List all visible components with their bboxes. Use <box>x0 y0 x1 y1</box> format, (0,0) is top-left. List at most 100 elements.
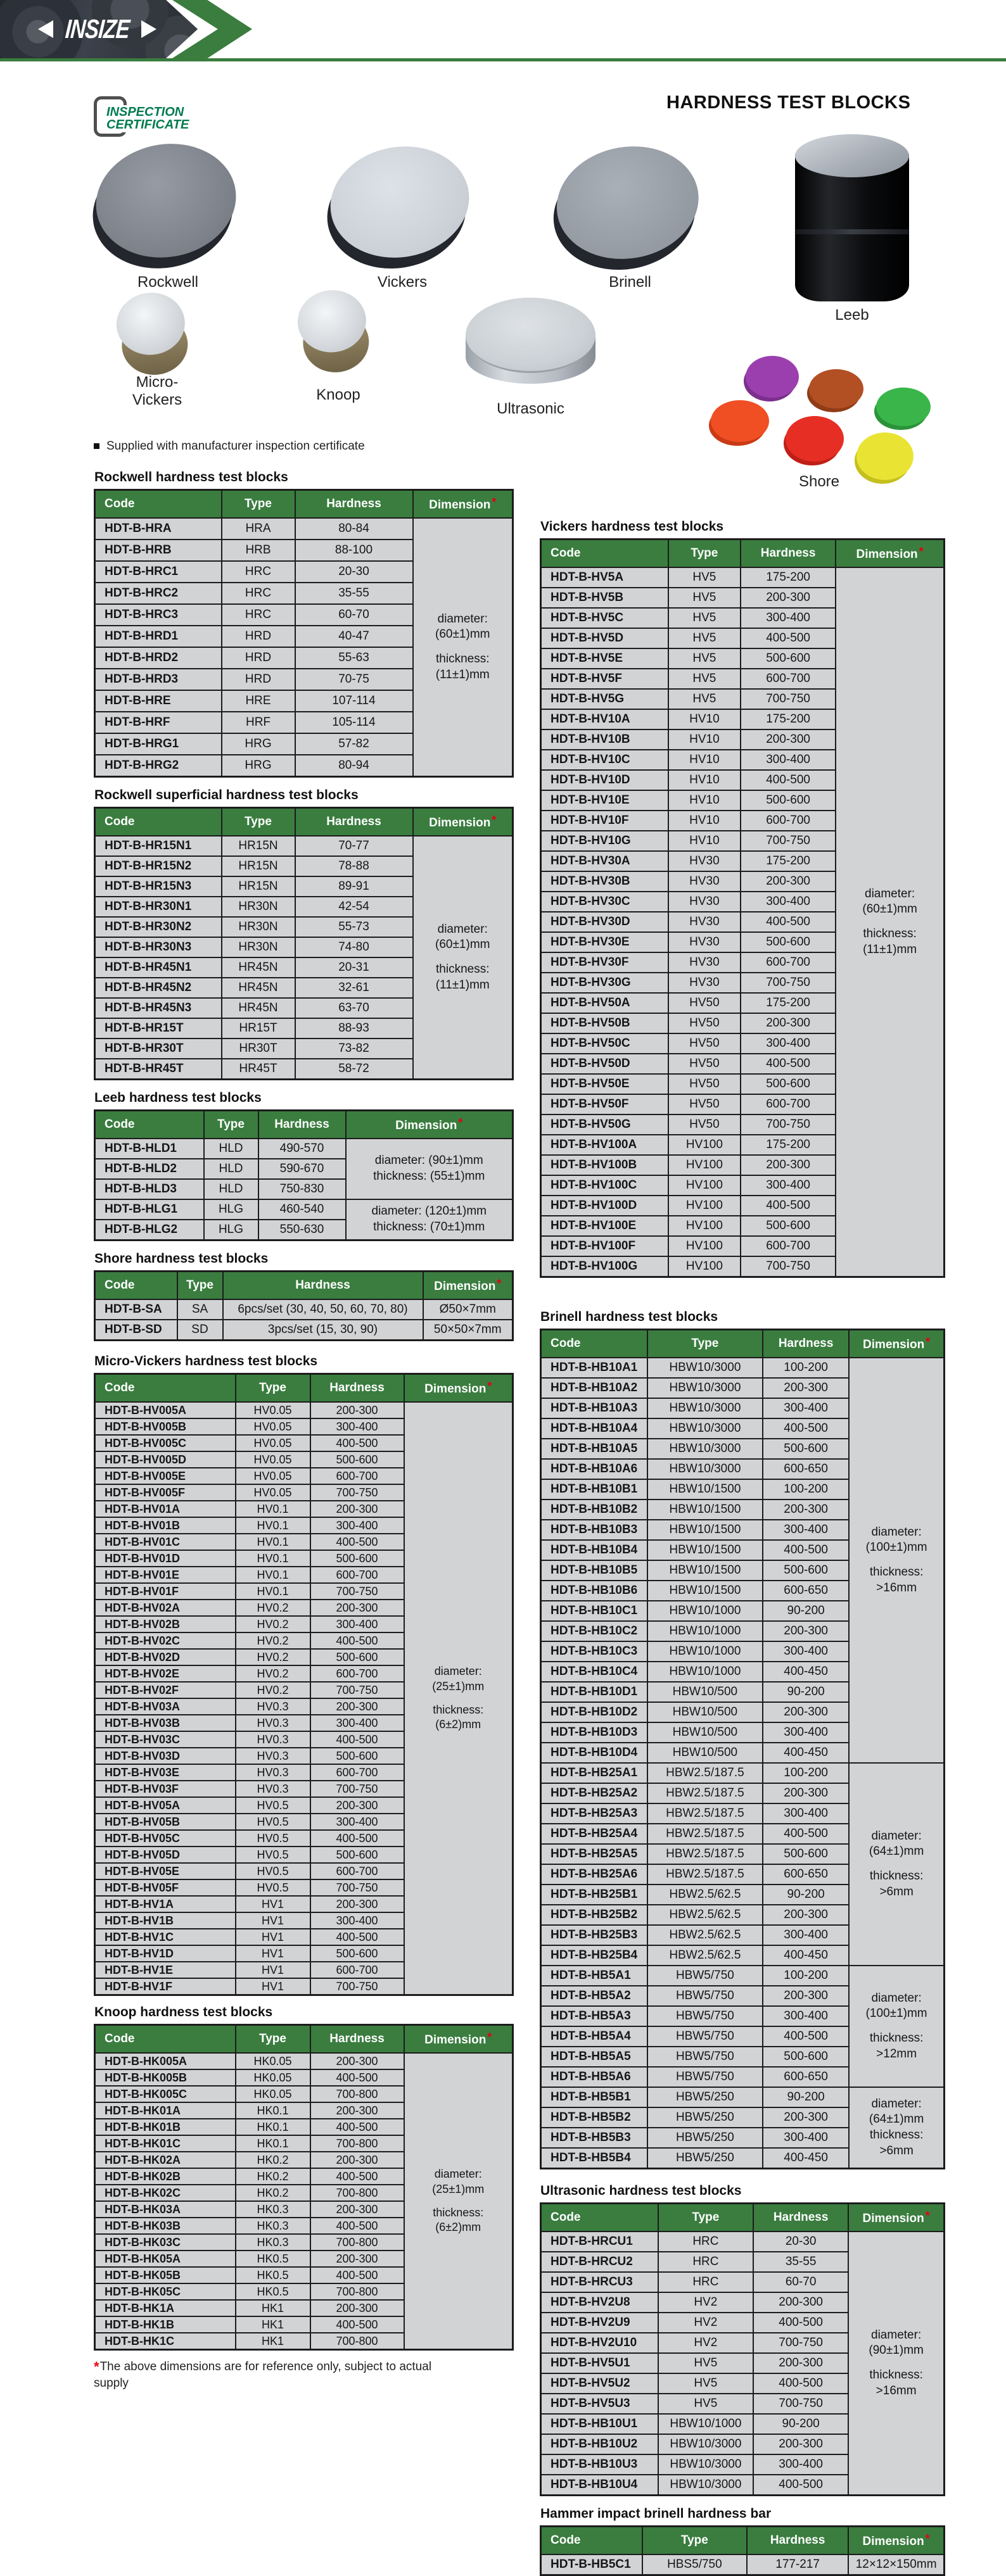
code-cell: HDT-B-HB5B1 <box>540 2087 648 2108</box>
banner-rule <box>0 58 1006 61</box>
table-cell: 200-300 <box>762 1985 850 2007</box>
column-header: Dimension * <box>403 2024 514 2054</box>
table-cell: HK0.05 <box>234 2052 311 2070</box>
table-row: HDT-B-HK1A HK1 200-300 <box>94 2299 513 2317</box>
table-cell: HV10 <box>667 790 741 811</box>
table-cell: 700-750 <box>753 2393 850 2415</box>
code-cell: HDT-B-HRD3 <box>94 668 222 691</box>
table-cell: HBW10/3000 <box>646 1438 764 1460</box>
column-header: Type <box>220 489 296 519</box>
table-cell: HV0.1 <box>234 1566 311 1584</box>
code-cell: HDT-B-HRA <box>94 517 222 540</box>
table-cell: 750-830 <box>257 1178 347 1200</box>
code-cell: HDT-B-HV01E <box>94 1566 236 1584</box>
table-cell: HBW10/1500 <box>646 1519 764 1541</box>
table-row: HDT-B-HV10F HV10 600-700 <box>540 810 945 831</box>
table-cell: HV2 <box>657 2312 754 2333</box>
code-cell: HDT-B-HV30C <box>540 891 669 912</box>
table-cell: 500-600 <box>309 1451 405 1468</box>
header-row: Code Type Hardness Dimension * <box>94 1270 514 1300</box>
table-cell: 500-600 <box>309 1747 405 1765</box>
table-row: HDT-B-HV5U1 HV5 200-300 <box>540 2352 945 2374</box>
code-cell: HDT-B-HV05D <box>94 1846 236 1864</box>
brinell-block-image <box>543 135 714 284</box>
table-row: HDT-B-HV10D HV10 400-500 <box>540 769 945 791</box>
table-heading: Shore hardness test blocks <box>94 1251 269 1266</box>
table-row: HDT-B-HB10D3 HBW10/500 300-400 <box>540 1722 945 1743</box>
table-row: HDT-B-HV02D HV0.2 500-600 <box>94 1648 513 1666</box>
dimension-cell: diameter: (120±1)mm thickness: (70±1)mm <box>345 1199 514 1241</box>
code-cell: HDT-B-HB25A2 <box>540 1783 648 1804</box>
code-cell: HDT-B-HRD2 <box>94 647 222 669</box>
column-header: Dimension * <box>345 1109 514 1139</box>
code-cell: HDT-B-HRC3 <box>94 603 222 626</box>
table-row: HDT-B-HRD2 HRD 55-63 <box>94 647 513 669</box>
table-cell: HRD <box>220 668 296 691</box>
table-row: HDT-B-HV10G HV10 700-750 <box>540 830 945 852</box>
code-cell: HDT-B-HB5C1 <box>540 2554 643 2576</box>
code-cell: HDT-B-HK1C <box>94 2332 236 2351</box>
column-header: Hardness <box>762 1329 850 1358</box>
table-cell: HRC <box>657 2231 754 2252</box>
table-cell: HBW5/750 <box>646 1985 764 2007</box>
table-cell: HK0.2 <box>234 2151 311 2169</box>
table-cell: HBW10/3000 <box>646 1458 764 1480</box>
code-cell: HDT-B-HV03A <box>94 1698 236 1715</box>
table-row: HDT-B-HV30C HV30 300-400 <box>540 891 945 912</box>
table-cell: 400-500 <box>739 1195 837 1216</box>
table-row: HDT-B-HV5F HV5 600-700 <box>540 668 945 690</box>
table-row: HDT-B-HV005A HV0.05 200-300 diameter: (25±1)… <box>94 1401 514 1996</box>
table-row: HDT-B-SD SD 3pcs/set (15, 30, 90) 50×50×7mm <box>94 1319 514 1341</box>
shore-table: Code Type Hardness Dimension * HDT-B-SA SA 6pcs… <box>94 1270 514 1341</box>
table-cell: 90-200 <box>762 1884 850 1905</box>
table-row: HDT-B-HK02C HK0.2 700-800 <box>94 2184 513 2202</box>
code-cell: HDT-B-HK005A <box>94 2052 236 2070</box>
table-cell: HV1 <box>234 1895 311 1913</box>
table-cell: HBW10/1000 <box>646 1600 764 1622</box>
product-label: Knoop <box>316 386 360 403</box>
table-row: HDT-B-HB5A1 HBW5/750 100-200 diameter: (100±… <box>540 1965 945 2088</box>
table-row: HDT-B-HB25A1 HBW2.5/187.5 100-200 diameter:… <box>540 1762 945 1966</box>
code-cell: HDT-B-HV5E <box>540 648 669 669</box>
code-cell: HDT-B-HRCU3 <box>540 2271 659 2293</box>
table-cell: HRC <box>220 560 296 583</box>
table-cell: 400-500 <box>309 2217 405 2235</box>
table-cell: HV0.05 <box>234 1484 311 1501</box>
table-cell: HV0.1 <box>234 1500 311 1518</box>
table-row: HDT-B-HRC2 HRC 35-55 <box>94 582 513 605</box>
table-cell: HBW10/3000 <box>646 1377 764 1399</box>
table-row: HDT-B-HB25A2 HBW2.5/187.5 200-300 <box>540 1783 945 1804</box>
table-row: HDT-B-HV50B HV50 200-300 <box>540 1013 945 1034</box>
table-cell: HRC <box>657 2251 754 2273</box>
table-row: HDT-B-HRCU1 HRC 20-30 diameter: (90±1)mm thic… <box>540 2231 945 2496</box>
table-row: HDT-B-HV5D HV5 400-500 <box>540 628 945 649</box>
table-cell: 200-300 <box>309 2052 405 2070</box>
table-row: HDT-B-HR30N2 HR30N 55-73 <box>94 916 513 938</box>
code-cell: HDT-B-HB10U1 <box>540 2413 659 2435</box>
table-cell: 70-75 <box>294 668 414 691</box>
code-cell: HDT-B-HR30N2 <box>94 916 222 938</box>
table-cell: 32-61 <box>294 977 414 999</box>
table-cell: HV0.3 <box>234 1714 311 1732</box>
code-cell: HDT-B-HRC1 <box>94 560 222 583</box>
table-cell: 88-100 <box>294 539 414 562</box>
table-row: HDT-B-HRCU2 HRC 35-55 <box>540 2251 945 2273</box>
code-cell: HDT-B-HB10B6 <box>540 1580 648 1601</box>
table-row: HDT-B-HB10A2 HBW10/3000 200-300 <box>540 1377 945 1399</box>
ultrasonic-table-section: Ultrasonic hardness test blocks Code Type… <box>540 2183 945 2496</box>
table-cell: HK0.2 <box>234 2168 311 2185</box>
code-cell: HDT-B-HB10B3 <box>540 1519 648 1541</box>
table-cell: 400-500 <box>309 1829 405 1847</box>
table-cell: HR30N <box>220 937 296 958</box>
shore-disc-purple <box>746 356 799 398</box>
code-cell: HDT-B-HV005F <box>94 1484 236 1501</box>
table-cell: 300-400 <box>739 749 837 771</box>
code-cell: HDT-B-HV30D <box>540 911 669 933</box>
code-cell: HDT-B-HV05C <box>94 1829 236 1847</box>
code-cell: HDT-B-HV2U9 <box>540 2312 659 2333</box>
table-cell: 200-300 <box>309 1599 405 1617</box>
table-row: HDT-B-HV005E HV0.05 600-700 <box>94 1467 513 1485</box>
table-row: HDT-B-HB10A4 HBW10/3000 400-500 <box>540 1418 945 1439</box>
table-cell: 105-114 <box>294 711 414 734</box>
code-cell: HDT-B-HV100B <box>540 1154 669 1176</box>
